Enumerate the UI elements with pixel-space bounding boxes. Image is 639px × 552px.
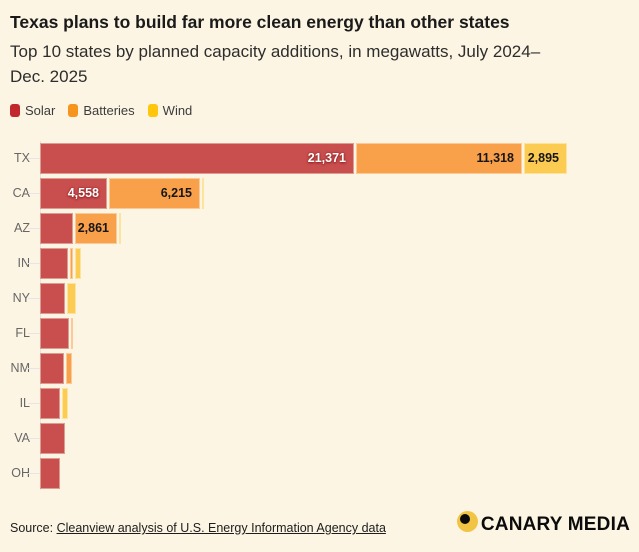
canary-bird-icon (456, 511, 478, 532)
legend-swatch-icon (10, 103, 20, 117)
bar-stack: 21,371 11,318 2,895 (40, 143, 569, 174)
chart: TX 21,371 11,318 2,895 CA 4,558 6,215 AZ 2,861 IN… (0, 141, 639, 490)
legend-item-wind: Wind (147, 102, 193, 118)
source-note: Source: Cleanview analysis of U.S. Energ… (10, 521, 386, 535)
legend-item-batteries: Batteries (68, 102, 135, 118)
bar-value-label: 6,215 (160, 186, 192, 200)
legend-label: Batteries (83, 102, 135, 118)
bar-segment-solar (40, 388, 60, 419)
state-label: VA (14, 431, 30, 445)
canary-eye-dot (459, 514, 470, 524)
chart-row-tx: TX 21,371 11,318 2,895 (0, 143, 639, 174)
legend-label: Wind (162, 102, 193, 118)
canary-media-logo: CANARY MEDIA (456, 511, 630, 536)
logo-wordmark: CANARY MEDIA (480, 514, 630, 535)
legend-item-solar: Solar (10, 103, 55, 118)
bar-segment-batteries: 6,215 (109, 178, 200, 209)
bar-segment-batteries: 11,318 (356, 143, 522, 174)
source-link[interactable]: Cleanview analysis of U.S. Energy Inform… (56, 521, 386, 535)
bar-value-label: 2,895 (527, 151, 559, 165)
bar-segment-solar (40, 353, 64, 384)
chart-row-nm: NM (0, 353, 639, 384)
header: Texas plans to build far more clean ener… (0, 0, 639, 89)
state-label: NY (12, 291, 30, 305)
bar-stack (40, 283, 78, 314)
chart-row-fl: FL (0, 318, 639, 349)
chart-row-va: VA (0, 423, 639, 454)
chart-row-az: AZ 2,861 (0, 213, 639, 244)
axis-tick (28, 298, 40, 299)
state-label: FL (15, 326, 30, 340)
state-label: IN (17, 256, 31, 270)
chart-row-in: IN (0, 248, 639, 279)
bar-value-label: 4,558 (67, 186, 99, 200)
state-label: IL (19, 396, 30, 410)
state-label: OH (11, 466, 30, 480)
legend: Solar Batteries Wind (10, 102, 639, 118)
axis-tick (28, 193, 40, 194)
legend-swatch-icon (68, 103, 79, 117)
bar-stack (40, 458, 62, 489)
bar-stack (40, 388, 70, 419)
bar-value-label: 11,318 (476, 151, 514, 165)
bar-segment-batteries (70, 248, 73, 279)
legend-swatch-icon (147, 103, 158, 117)
bar-segment-wind (119, 213, 121, 244)
bar-segment-wind: 2,895 (524, 143, 567, 174)
bar-stack: 4,558 6,215 (40, 178, 206, 209)
axis-tick (28, 228, 40, 229)
bar-stack (40, 318, 75, 349)
bar-stack (40, 353, 74, 384)
bar-segment-solar (40, 458, 60, 489)
bar-segment-wind (75, 248, 81, 279)
axis-tick (28, 403, 40, 404)
bar-stack (40, 248, 83, 279)
axis-tick (28, 263, 40, 264)
bar-segment-solar (40, 318, 69, 349)
bar-value-label: 2,861 (77, 221, 109, 235)
chart-row-ny: NY (0, 283, 639, 314)
bar-segment-solar (40, 423, 65, 454)
bar-segment-wind (62, 388, 68, 419)
bar-segment-solar (40, 248, 68, 279)
state-label: AZ (14, 221, 30, 235)
axis-tick (28, 158, 40, 159)
chart-row-ca: CA 4,558 6,215 (0, 178, 639, 209)
bar-value-label: 21,371 (307, 151, 346, 165)
chart-row-il: IL (0, 388, 639, 419)
axis-tick (28, 333, 40, 334)
state-label: TX (14, 151, 30, 165)
bar-segment-solar (40, 283, 65, 314)
bar-segment-solar (40, 213, 73, 244)
chart-row-oh: OH (0, 458, 639, 489)
y-axis-line (40, 141, 41, 490)
bar-segment-solar: 21,371 (40, 143, 354, 174)
bar-stack (40, 423, 67, 454)
bar-segment-batteries (71, 318, 73, 349)
legend-label: Solar (25, 102, 56, 118)
state-label: NM (10, 361, 30, 375)
bar-stack: 2,861 (40, 213, 123, 244)
axis-tick (28, 473, 40, 474)
chart-title: Texas plans to build far more clean ener… (10, 12, 510, 32)
bar-segment-batteries (66, 353, 72, 384)
state-label: CA (12, 186, 30, 200)
axis-tick (28, 438, 40, 439)
bar-segment-solar: 4,558 (40, 178, 107, 209)
axis-tick (28, 368, 40, 369)
bar-segment-wind (67, 283, 76, 314)
bar-segment-wind (202, 178, 204, 209)
source-prefix: Source: (10, 521, 57, 535)
chart-subtitle: Top 10 states by planned capacity additi… (10, 42, 541, 86)
bar-segment-batteries: 2,861 (75, 213, 117, 244)
